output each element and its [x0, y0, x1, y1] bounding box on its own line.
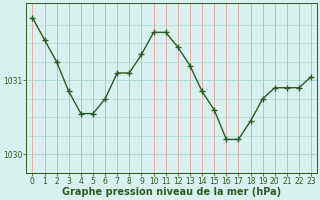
X-axis label: Graphe pression niveau de la mer (hPa): Graphe pression niveau de la mer (hPa) [62, 187, 281, 197]
